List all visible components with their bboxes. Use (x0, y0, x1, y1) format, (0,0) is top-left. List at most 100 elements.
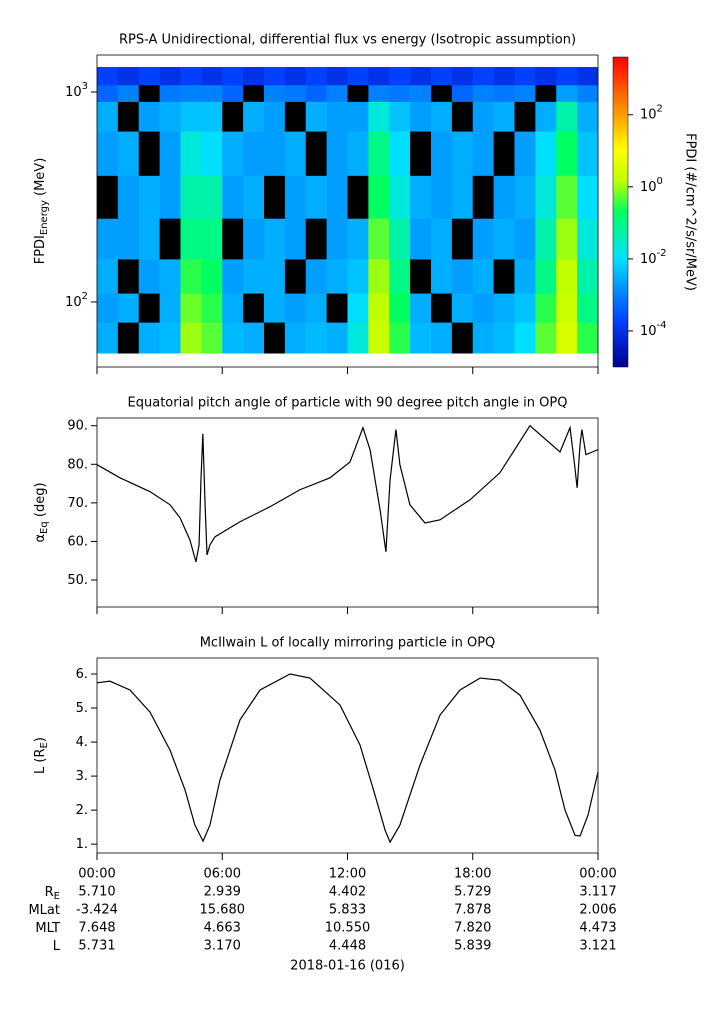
colorbar-tick-label: 102 (640, 104, 663, 123)
y-axis-label: FPDIEnergy (MeV) (33, 158, 51, 265)
heatmap-cell (535, 131, 557, 176)
heatmap-cell (368, 175, 390, 219)
heatmap-cell (117, 293, 140, 323)
heatmap-cell (326, 84, 348, 102)
heatmap-cell (326, 293, 348, 323)
heatmap-cell (305, 175, 327, 219)
y-tick-label-base: 5. (76, 701, 88, 716)
heatmap-cell (138, 175, 160, 219)
heatmap-cell (472, 101, 494, 132)
heatmap-cell (535, 175, 557, 219)
ephemeris-row-label-sub: E (54, 891, 60, 902)
heatmap-cell (472, 84, 494, 102)
heatmap-cell (451, 175, 474, 219)
chart-title: McIlwain L of locally mirroring particle… (200, 636, 496, 651)
y-tick-label-base: 10 (65, 84, 82, 99)
heatmap-cell (201, 131, 223, 176)
heatmap-cell (117, 67, 140, 86)
heatmap-cell (368, 293, 390, 323)
heatmap-cell (368, 101, 390, 132)
heatmap-cell (159, 322, 181, 354)
heatmap-cell (577, 84, 599, 102)
chart-title: Equatorial pitch angle of particle with … (128, 396, 568, 411)
ephemeris-value: 3.170 (204, 939, 241, 954)
heatmap-cell (472, 259, 494, 294)
heatmap-cell (117, 131, 140, 176)
heatmap-cell (138, 293, 160, 323)
heatmap-cell (577, 218, 599, 260)
heatmap-cell (180, 218, 202, 260)
heatmap-cell (347, 131, 369, 176)
heatmap-cell (556, 131, 578, 176)
heatmap-cell (431, 293, 453, 323)
heatmap-cell (117, 322, 140, 354)
heatmap-cell (347, 259, 369, 294)
heatmap-cell (451, 84, 474, 102)
heatmap-cell (368, 67, 390, 86)
heatmap-cell (451, 67, 474, 86)
heatmap-cell (410, 293, 432, 323)
heatmap-cell (138, 101, 160, 132)
heatmap-cell (577, 259, 599, 294)
heatmap-cell (305, 293, 327, 323)
heatmap-cell (556, 84, 578, 102)
y-tick-label: 2. (76, 803, 88, 818)
heatmap-cell (326, 218, 348, 260)
heatmap-cell (159, 131, 181, 176)
x-tick-label: 00:00 (78, 867, 115, 882)
heatmap-cell (180, 259, 202, 294)
heatmap-cell (159, 101, 181, 132)
heatmap-cell (493, 293, 515, 323)
heatmap-cell (97, 67, 119, 86)
heatmap-cell (159, 293, 181, 323)
heatmap-cell (472, 293, 494, 323)
heatmap-cell (264, 218, 286, 260)
y-tick-label: 3. (76, 769, 88, 784)
heatmap-cell (326, 67, 348, 86)
y-tick-label: 5. (76, 701, 88, 716)
y-tick-label: 80. (67, 457, 88, 472)
heatmap-cell (284, 322, 307, 354)
heatmap-cell (159, 218, 181, 260)
heatmap-cell (514, 131, 536, 176)
y-tick-label: 6. (76, 666, 88, 681)
heatmap-cell (138, 259, 160, 294)
heatmap-cell (201, 101, 223, 132)
y-axis-label: αEq (deg) (33, 482, 51, 542)
ephemeris-value: 4.402 (329, 885, 366, 900)
heatmap-cell (472, 131, 494, 176)
heatmap-cell (493, 101, 515, 132)
y-tick-label-base: 1. (76, 837, 88, 852)
heatmap-cell (117, 84, 140, 102)
heatmap-cell (222, 218, 244, 260)
heatmap-cell (326, 131, 348, 176)
heatmap-cell (284, 67, 307, 86)
heatmap-cell (326, 175, 348, 219)
heatmap-cell (389, 101, 411, 132)
heatmap-cell (514, 101, 536, 132)
colorbar-label: FPDI (#/cm^2/s/sr/MeV) (683, 133, 698, 291)
heatmap-cell (222, 101, 244, 132)
y-tick-label-base: 50. (67, 573, 88, 588)
heatmap-cell (264, 84, 286, 102)
heatmap-cell (514, 175, 536, 219)
heatmap-cell (201, 293, 223, 323)
heatmap-cell (577, 293, 599, 323)
colorbar-tick-label-base: 10 (640, 251, 657, 266)
heatmap-cell (577, 175, 599, 219)
heatmap-cell (305, 218, 327, 260)
heatmap-cell (368, 322, 390, 354)
y-axis-label-sub: Eq (39, 521, 50, 534)
heatmap-cell (431, 101, 453, 132)
heatmap-cell (222, 67, 244, 86)
ephemeris-value: 10.550 (325, 921, 371, 936)
heatmap-cell (556, 322, 578, 354)
heatmap-cell (222, 175, 244, 219)
heatmap-cell (535, 293, 557, 323)
ephemeris-row-label-main: MLat (28, 903, 60, 918)
colorbar-tick-label-exponent: 2 (657, 104, 663, 115)
ephemeris-value: -3.424 (76, 903, 118, 918)
heatmap-cell (535, 67, 557, 86)
colorbar-tick-label: 100 (640, 176, 663, 195)
ephemeris-row-label: RE (45, 885, 60, 903)
